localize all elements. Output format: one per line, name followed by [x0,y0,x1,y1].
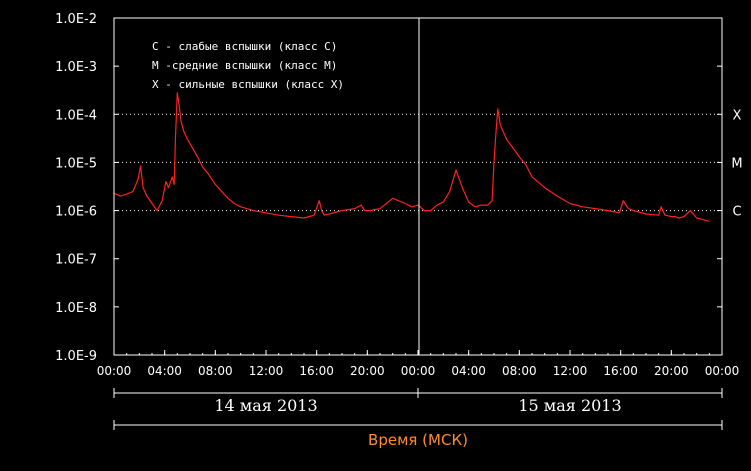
x-tick-label: 08:00 [502,364,537,378]
day-label: 14 мая 2013 [214,396,317,415]
y-tick-label: 1.0E-9 [55,349,97,364]
day-label: 15 мая 2013 [518,396,621,415]
x-tick-label: 04:00 [451,364,486,378]
x-tick-label: 20:00 [350,364,385,378]
x-tick-label: 16:00 [299,364,334,378]
x-tick-label: 00:00 [97,364,132,378]
flux-line-layer [113,92,710,222]
legend-entry: C - слабые вспышки (класс C) [152,40,337,53]
y-axis-ticks: 1.0E-9 1.0E-8 1.0E-7 1.0E-6 1.0E-5 1.0E-4 1.0E… [55,12,722,364]
legend-entry: M -средние вспышки (класс M) [152,59,337,72]
x-axis-ticks: 00:00 04:00 08:00 12:00 16:00 20:00 00:00 04:00… [97,350,740,378]
flare-level-label: M [731,156,742,171]
flare-level-label: C [732,205,741,220]
y-tick-label: 1.0E-3 [55,60,97,75]
x-tick-label: 00:00 [401,364,436,378]
y-tick-label: 1.0E-6 [55,205,97,220]
x-tick-label: 12:00 [553,364,588,378]
legend-entry: X - сильные вспышки (класс X) [152,78,344,91]
y-tick-label: 1.0E-2 [55,12,97,27]
x-tick-label: 00:00 [705,364,740,378]
day-brackets: 14 мая 2013 15 мая 2013 [113,388,723,430]
y-tick-label: 1.0E-7 [55,253,97,268]
flare-level-grid [114,113,722,212]
x-tick-label: 12:00 [249,364,284,378]
legend: C - слабые вспышки (класс C) M -средние в… [152,40,344,91]
y-tick-label: 1.0E-8 [55,301,97,316]
x-tick-label: 04:00 [147,364,182,378]
y-tick-label: 1.0E-4 [55,108,97,123]
y-tick-label: 1.0E-5 [55,156,97,171]
x-axis-label: Время (МСК) [368,431,468,449]
flare-level-labels: C M X [731,108,742,219]
flux-series-line [113,92,710,222]
flare-level-label: X [733,108,742,123]
x-tick-label: 08:00 [198,364,233,378]
x-tick-label: 16:00 [603,364,638,378]
x-tick-label: 20:00 [654,364,689,378]
